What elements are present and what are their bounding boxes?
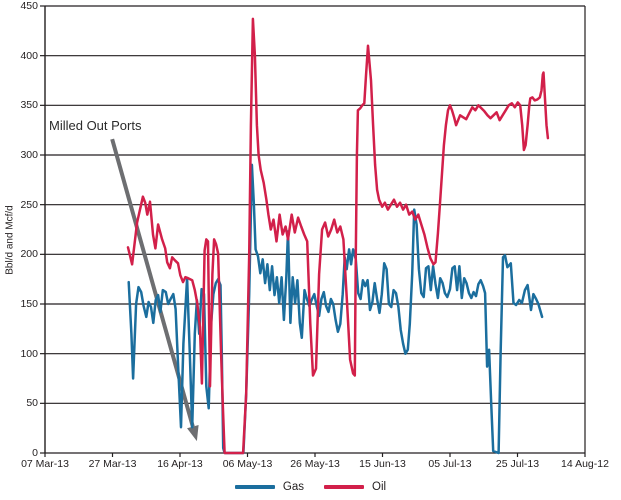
chart-legend: Gas Oil xyxy=(0,481,621,493)
annotation-milled-out-ports: Milled Out Ports xyxy=(49,118,142,133)
legend-item-gas: Gas xyxy=(234,481,305,493)
x-tick-label: 14 Aug-12 xyxy=(561,458,609,470)
y-tick-label: 450 xyxy=(20,0,38,12)
x-tick-label: 15 Jun-13 xyxy=(359,458,406,470)
annotation-arrow-shaft xyxy=(110,138,195,428)
x-tick-label: 05 Jul-13 xyxy=(428,458,472,470)
y-tick-label: 300 xyxy=(20,149,38,161)
y-tick-label: 0 xyxy=(32,447,38,459)
y-tick-label: 100 xyxy=(20,347,38,360)
y-tick-label: 350 xyxy=(20,99,38,112)
x-tick-label: 27 Mar-13 xyxy=(88,458,137,470)
y-tick-label: 250 xyxy=(20,198,38,211)
gas-line-swatch xyxy=(234,485,275,489)
x-tick-label: 25 Jul-13 xyxy=(495,458,540,470)
gas-series-line xyxy=(127,163,544,455)
y-axis-title: Bbl/d and Mcf/d xyxy=(4,205,16,275)
oil-legend-label: Oil xyxy=(372,481,387,493)
oil-series-line xyxy=(126,17,550,455)
y-tick-label: 150 xyxy=(20,298,38,310)
legend-item-oil: Oil xyxy=(324,481,386,493)
oil-line-swatch xyxy=(324,485,365,489)
x-tick-label: 07 Mar-13 xyxy=(21,458,69,470)
y-tick-label: 200 xyxy=(20,248,38,261)
y-tick-label: 400 xyxy=(20,49,38,62)
y-tick-label: 50 xyxy=(26,397,38,410)
annotation-arrow-head xyxy=(187,425,199,442)
x-tick-label: 26 May-13 xyxy=(290,458,340,470)
x-tick-label: 06 May-13 xyxy=(222,458,273,470)
x-tick-label: 16 Apr-13 xyxy=(157,458,203,470)
gas-legend-label: Gas xyxy=(282,481,305,493)
